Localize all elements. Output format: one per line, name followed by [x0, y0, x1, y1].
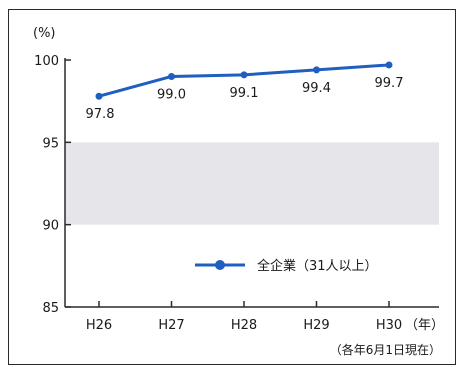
y-tick-label: 100 [34, 54, 59, 69]
axes [64, 58, 439, 308]
data-label: 97.8 [86, 107, 115, 122]
y-tick-label: 85 [42, 301, 59, 316]
y-ticks: 85 90 95 100 [34, 54, 71, 316]
chart-frame: (%) （年） （各年6月1日現在） 85 90 95 100 H26 H27 H28 H2… [8, 9, 456, 365]
x-tick-label: H28 [231, 318, 257, 333]
data-label: 99.0 [157, 87, 186, 102]
x-tick-label: H29 [303, 318, 329, 333]
date-note: （各年6月1日現在） [330, 342, 441, 357]
y-tick-label: 90 [42, 219, 59, 234]
legend: 全企業（31人以上） [195, 258, 378, 274]
x-axis-unit: （年） [405, 318, 444, 333]
data-point [385, 61, 393, 69]
data-label: 99.4 [302, 81, 331, 96]
x-tick-label: H26 [86, 318, 112, 333]
legend-marker [215, 260, 225, 270]
data-point [240, 71, 248, 79]
data-point [313, 66, 320, 74]
legend-label: 全企業（31人以上） [257, 258, 378, 274]
series-layer: 97.8 99.0 99.1 99.4 99.7 [86, 61, 404, 122]
data-label: 99.7 [375, 76, 404, 91]
data-label: 99.1 [230, 86, 259, 101]
x-tick-label: H30 [376, 318, 402, 333]
y-axis-unit: (%) [33, 26, 56, 41]
x-ticks: H26 H27 H28 H29 H30 [86, 301, 402, 333]
x-tick-label: H27 [158, 318, 184, 333]
shaded-band [65, 142, 439, 225]
data-point [95, 92, 103, 100]
data-point [168, 72, 175, 80]
y-tick-label: 95 [42, 136, 59, 151]
